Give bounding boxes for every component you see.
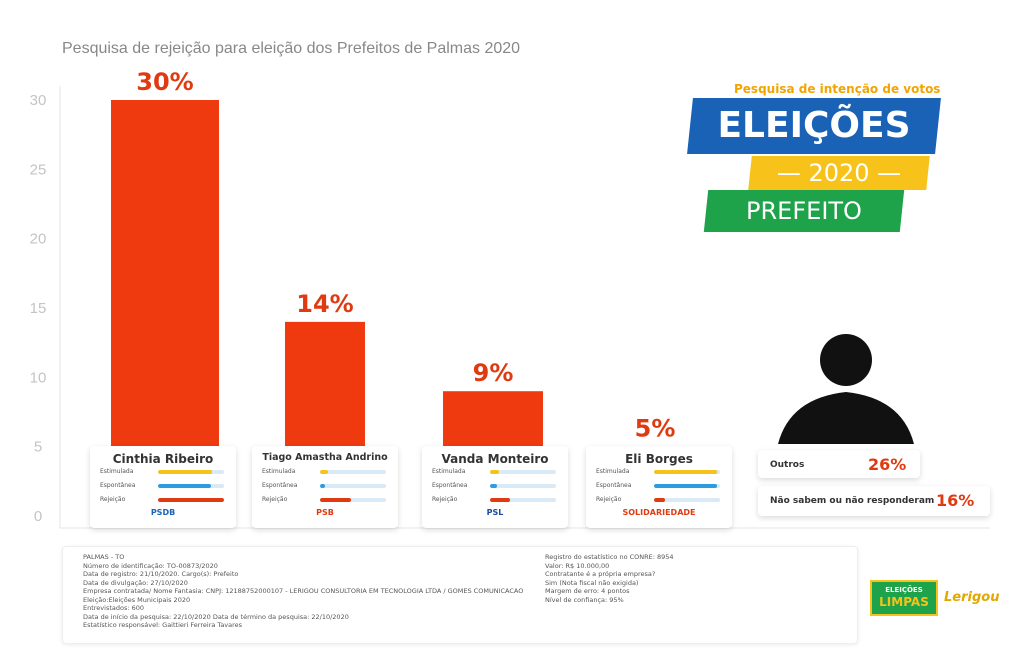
no-answer-label: Não sabem ou não responderam — [770, 496, 935, 506]
metric-bar-fill — [654, 484, 717, 488]
candidate-name: Cinthia Ribeiro — [112, 452, 214, 466]
candidate-name: Eli Borges — [625, 452, 693, 466]
metric-bar-track — [654, 484, 720, 488]
metric-label: Estimulada — [432, 468, 466, 475]
metric-bar-track — [320, 470, 386, 474]
y-tick-label: 25 — [30, 161, 47, 178]
bar-value-label: 5% — [635, 415, 676, 443]
metric-bar-fill — [320, 484, 326, 488]
survey-info-line: Nível de confiança: 95% — [545, 595, 624, 604]
party-logo: SOLIDARIEDADE — [622, 508, 696, 517]
metric-bar-fill — [158, 484, 211, 488]
candidate-name: Vanda Monteiro — [441, 452, 549, 466]
y-tick-label: 5 — [34, 439, 42, 456]
metric-bar-track — [654, 498, 720, 502]
survey-info-line: Margem de erro: 4 pontos — [545, 587, 630, 595]
y-tick-label: 30 — [30, 92, 47, 109]
metric-bar-fill — [490, 484, 497, 488]
metric-bar-track — [654, 470, 720, 474]
survey-info-line: PALMAS - TO — [83, 553, 125, 561]
metric-bar-track — [320, 498, 386, 502]
metric-label: Rejeição — [100, 496, 126, 503]
logo-main-band: ELEIÇÕES — [687, 98, 941, 154]
survey-info-line: Empresa contratada/ Nome Fantasia: CNPJ:… — [83, 587, 524, 595]
logo-office-band: PREFEITO — [703, 190, 905, 232]
logo-office: PREFEITO — [746, 197, 862, 225]
candidate-card: Tiago Amastha Andrino Estimulada Espontâne… — [252, 446, 398, 528]
y-tick-label: 20 — [30, 231, 47, 248]
others-silhouette-body — [778, 392, 914, 444]
candidate-card: Vanda Monteiro Estimulada Espontânea Rejeiç… — [422, 446, 568, 528]
party-logo: PSDB — [150, 508, 176, 517]
metric-bar-track — [490, 484, 556, 488]
lerigou-logo: Lerigou — [944, 590, 1000, 605]
survey-info-left: PALMAS - TO Número de identificação: TO-0… — [83, 553, 543, 630]
survey-info-line: Entrevistados: 600 — [83, 604, 145, 612]
metric-bar-track — [490, 498, 556, 502]
metric-label: Estimulada — [262, 468, 296, 475]
metric-label: Espontânea — [262, 482, 298, 489]
chart-title: Pesquisa de rejeição para eleição dos Pr… — [62, 40, 521, 57]
metric-bar-track — [158, 498, 224, 502]
logo-kicker: Pesquisa de intenção de votos — [734, 82, 941, 96]
no-answer-value: 16% — [936, 491, 975, 510]
bar-value-label: 9% — [473, 359, 514, 387]
metric-bar-fill — [320, 470, 328, 474]
metric-label: Rejeição — [432, 496, 458, 503]
logo-year: — 2020 — — [776, 159, 902, 187]
survey-info-line: Estatístico responsável: Gaittieri Ferre… — [83, 621, 243, 629]
eleicoes-limpas-line1: ELEIÇÕES — [885, 586, 923, 594]
metric-bar-fill — [158, 498, 224, 502]
survey-info-line: Eleição:Eleições Municipais 2020 — [83, 595, 191, 604]
metric-label: Espontânea — [596, 482, 632, 489]
candidate-name: Tiago Amastha Andrino — [262, 452, 388, 463]
metric-bar-fill — [654, 470, 717, 474]
elections-2020-logo: Pesquisa de intenção de votos ELEIÇÕES —… — [686, 78, 972, 238]
y-tick-label: 10 — [30, 369, 47, 386]
metric-label: Espontânea — [100, 482, 136, 489]
y-tick-label: 15 — [30, 300, 47, 317]
survey-info-line: Registro do estatístico no CONRE: 8954 — [545, 553, 674, 561]
others-value: 26% — [868, 455, 907, 474]
metric-bar-fill — [158, 470, 213, 474]
others-box: Outros 26% — [758, 450, 920, 478]
survey-info-line: Valor: R$ 10.000,00 — [545, 561, 610, 570]
metric-bar-fill — [490, 470, 500, 474]
others-silhouette-head — [820, 334, 872, 386]
party-logo: PSB — [316, 508, 334, 517]
y-tick-label: 0 — [34, 508, 42, 525]
metric-label: Rejeição — [596, 496, 622, 503]
survey-info-line: Número de identificação: TO-00873/2020 — [83, 561, 218, 570]
metric-bar-fill — [490, 498, 510, 502]
logo-main: ELEIÇÕES — [717, 105, 911, 146]
survey-info-line: Sim (Nota fiscal não exigida) — [545, 578, 639, 587]
eleicoes-limpas-line2: LIMPAS — [879, 595, 929, 609]
logo-year-band: — 2020 — — [748, 156, 930, 190]
metric-bar-track — [158, 484, 224, 488]
survey-info-panel: PALMAS - TO Número de identificação: TO-0… — [62, 546, 858, 644]
metric-label: Estimulada — [100, 468, 134, 475]
bar-value-label: 14% — [296, 290, 353, 318]
eleicoes-limpas-badge: ELEIÇÕES LIMPAS — [870, 580, 938, 616]
survey-info-line: Data de registro: 21/10/2020. Cargo(s): … — [83, 570, 239, 578]
survey-info-line: Data de início da pesquisa: 22/10/2020 D… — [83, 612, 349, 621]
candidate-card: Cinthia Ribeiro Estimulada Espontânea Rejei… — [90, 446, 236, 528]
candidate-card: Eli Borges Estimulada Espontânea Rejeição SO… — [586, 446, 732, 528]
survey-info-line: Data de divulgação: 27/10/2020 — [83, 578, 188, 587]
metric-bar-track — [158, 470, 224, 474]
survey-info-line: Contratante é a própria empresa? — [545, 570, 656, 578]
metric-bar-fill — [320, 498, 352, 502]
metric-bar-track — [490, 470, 556, 474]
no-answer-box: Não sabem ou não responderam 16% — [758, 486, 990, 516]
party-logo: PSL — [486, 508, 504, 517]
metric-label: Rejeição — [262, 496, 288, 503]
metric-bar-fill — [654, 498, 665, 502]
others-label: Outros — [770, 460, 805, 470]
bar-value-label: 30% — [136, 68, 193, 96]
metric-bar-track — [320, 484, 386, 488]
metric-label: Espontânea — [432, 482, 468, 489]
survey-info-right: Registro do estatístico no CONRE: 8954 Va… — [545, 553, 845, 604]
metric-label: Estimulada — [596, 468, 630, 475]
